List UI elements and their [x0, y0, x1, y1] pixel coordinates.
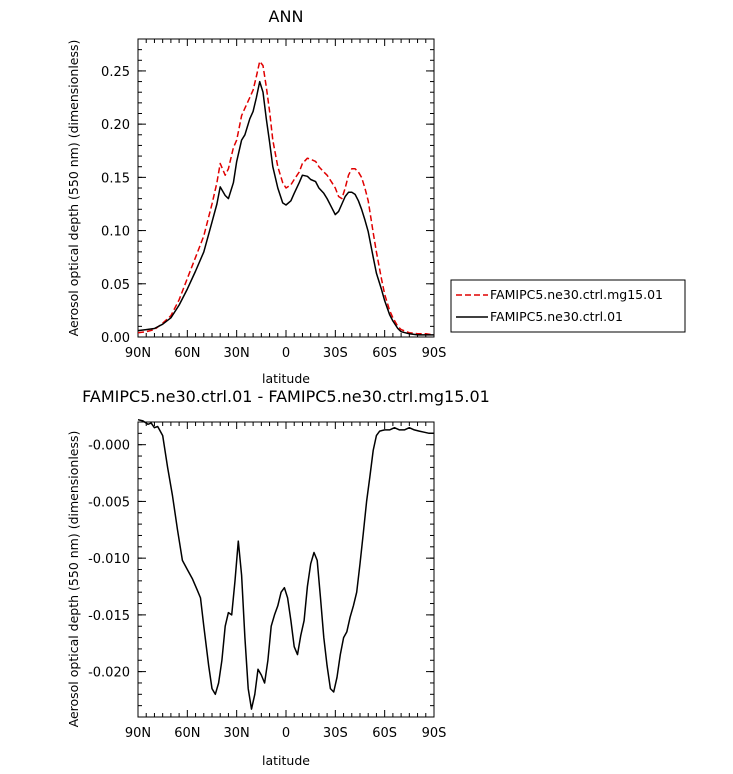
top-x-axis-label: latitude	[262, 371, 310, 386]
y-tick-label: 0.25	[101, 65, 130, 80]
y-tick-label: 0.20	[101, 118, 130, 133]
y-tick-label: 0.10	[101, 225, 130, 240]
x-tick-label: 60N	[174, 726, 200, 741]
x-tick-label: 60S	[372, 726, 397, 741]
y-tick-label: -0.020	[88, 666, 130, 681]
top-title: ANN	[269, 7, 304, 26]
legend-box	[450, 279, 686, 333]
bottom-y-axis-label: Aerosol optical depth (550 nm) (dimensio…	[66, 431, 81, 728]
bottom-tick-labels: 90N 60N 30N 0 30S 60S 90S -0.000 -0.005 -0.010 -0.…	[88, 439, 446, 741]
x-tick-label: 60S	[372, 346, 397, 361]
y-tick-label: 0.05	[101, 278, 130, 293]
top-tick-labels: 90N 60N 30N 0 30S 60S 90S 0.00 0.05 0.10 0.15 0.20 0…	[101, 65, 446, 361]
bottom-axes	[137, 421, 435, 718]
bottom-panel: FAMIPC5.ne30.ctrl.01 - FAMIPC5.ne30.ctrl…	[66, 387, 490, 768]
x-tick-label: 0	[282, 726, 290, 741]
bottom-series	[137, 418, 434, 710]
y-tick-label: -0.015	[88, 609, 130, 624]
y-tick-label: 0.00	[101, 331, 130, 346]
legend-entry-1: FAMIPC5.ne30.ctrl.mg15.01	[490, 287, 663, 302]
x-tick-label: 30S	[323, 346, 348, 361]
bottom-x-axis-label: latitude	[262, 753, 310, 768]
legend-entry-2: FAMIPC5.ne30.ctrl.01	[490, 309, 623, 324]
x-tick-label: 90S	[422, 346, 447, 361]
top-series	[137, 60, 435, 336]
x-tick-label: 30S	[323, 726, 348, 741]
bottom-title: FAMIPC5.ne30.ctrl.01 - FAMIPC5.ne30.ctrl…	[82, 387, 490, 406]
series-line-1	[137, 60, 435, 336]
y-tick-label: -0.000	[88, 439, 130, 454]
y-tick-label: -0.010	[88, 552, 130, 567]
top-panel: ANN 90N 60N 30N 0 30S 60S 90S 0.00 0.05 0.10 0.15 0…	[66, 7, 446, 386]
x-tick-label: 30N	[224, 346, 250, 361]
x-tick-label: 90N	[125, 346, 151, 361]
x-tick-label: 0	[282, 346, 290, 361]
series-line-2	[137, 80, 434, 336]
series-line-1	[137, 418, 434, 710]
y-tick-label: 0.15	[101, 171, 130, 186]
legend: FAMIPC5.ne30.ctrl.mg15.01 FAMIPC5.ne30.c…	[450, 279, 686, 333]
y-tick-label: -0.005	[88, 495, 130, 510]
x-tick-label: 90N	[125, 726, 151, 741]
top-y-axis-label: Aerosol optical depth (550 nm) (dimensio…	[66, 40, 81, 337]
x-tick-label: 60N	[174, 346, 200, 361]
x-tick-label: 30N	[224, 726, 250, 741]
plot-frame	[137, 421, 435, 718]
x-tick-label: 90S	[422, 726, 447, 741]
top-axes	[137, 38, 435, 338]
